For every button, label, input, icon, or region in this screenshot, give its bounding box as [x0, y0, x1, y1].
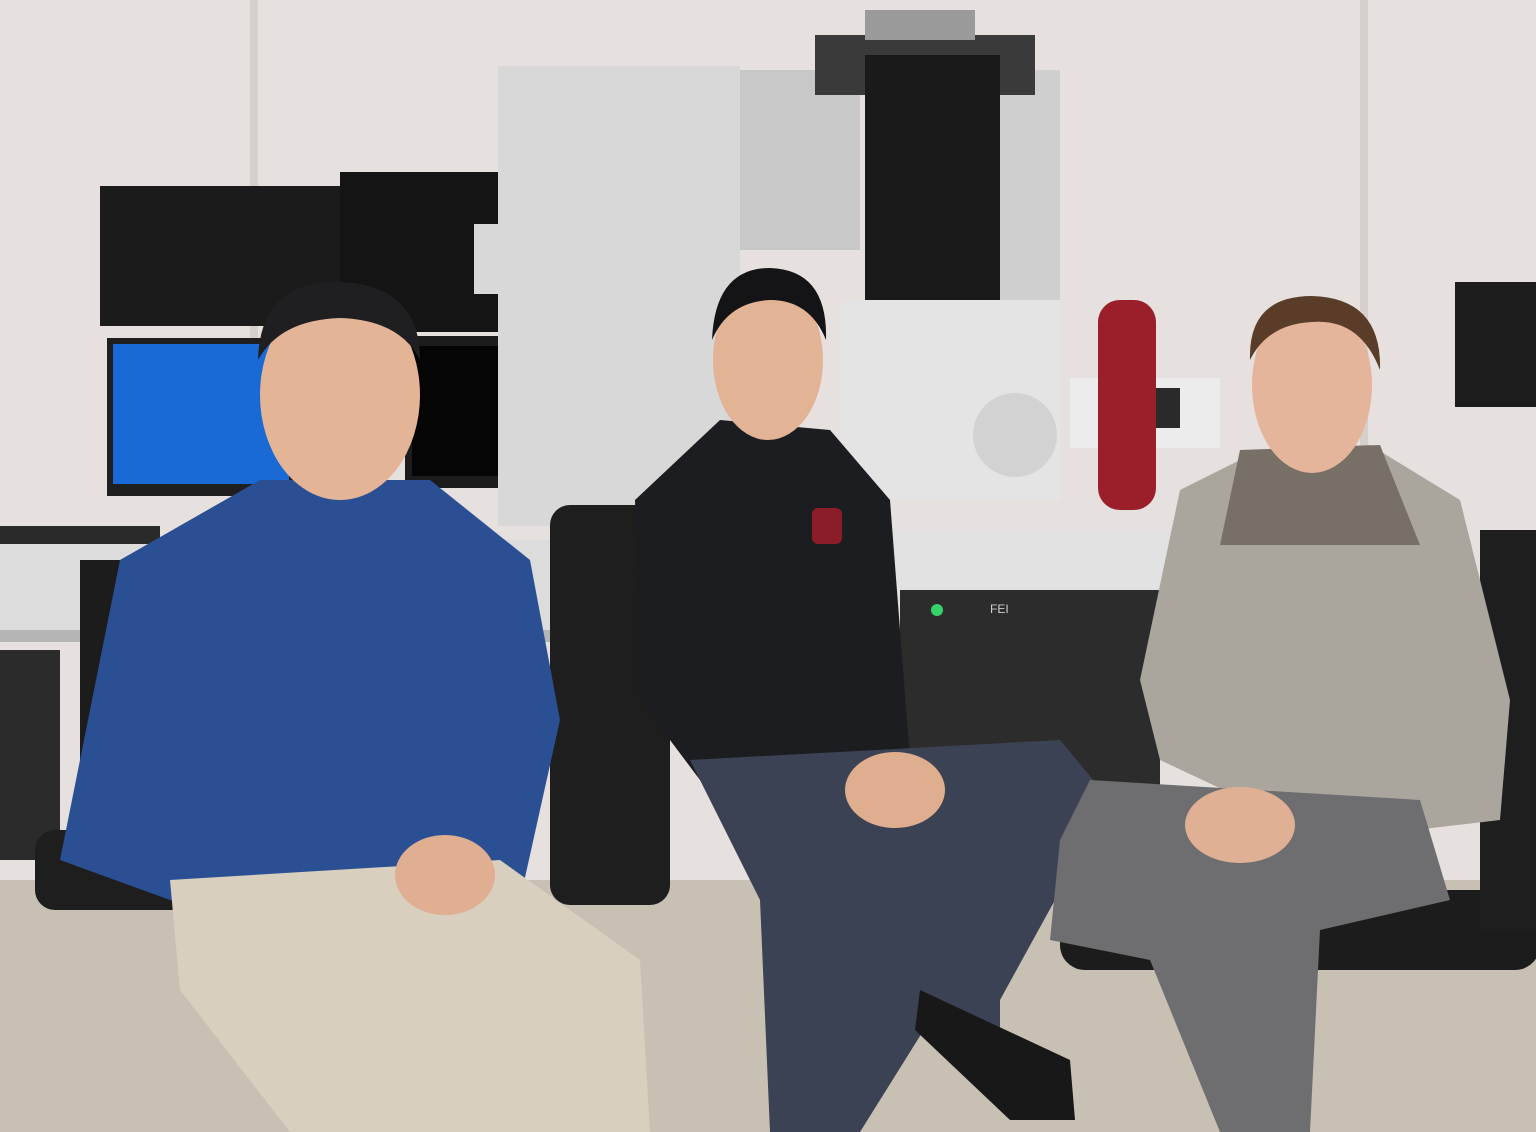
- machine-label: FEI: [990, 602, 1009, 616]
- hair: [258, 281, 420, 360]
- shirt: [60, 480, 560, 900]
- monitor-screen: [113, 344, 289, 484]
- face: [1252, 297, 1372, 473]
- hands: [395, 835, 495, 915]
- keyboard: [0, 526, 160, 544]
- hair: [712, 268, 827, 340]
- computer-tower: [0, 650, 60, 860]
- shoe: [915, 990, 1075, 1120]
- sweater-yoke: [1220, 445, 1420, 545]
- column-panel: [995, 70, 1060, 300]
- trousers: [1050, 780, 1450, 1132]
- base-top: [880, 530, 1170, 590]
- hands: [845, 752, 945, 828]
- port: [973, 393, 1057, 477]
- monitor: [1455, 282, 1536, 407]
- trousers: [170, 860, 650, 1132]
- gas-cylinder: [1098, 300, 1156, 510]
- status-light: [931, 604, 943, 616]
- face: [260, 290, 420, 500]
- trousers: [690, 740, 1110, 1132]
- column-panel: [740, 70, 860, 250]
- hair: [1249, 296, 1381, 370]
- column: [865, 55, 1000, 320]
- column-cap: [865, 10, 975, 40]
- wall-seam: [1360, 0, 1368, 500]
- hands: [1185, 787, 1295, 863]
- face: [713, 280, 823, 440]
- logo: [812, 508, 842, 544]
- jacket: [635, 420, 910, 790]
